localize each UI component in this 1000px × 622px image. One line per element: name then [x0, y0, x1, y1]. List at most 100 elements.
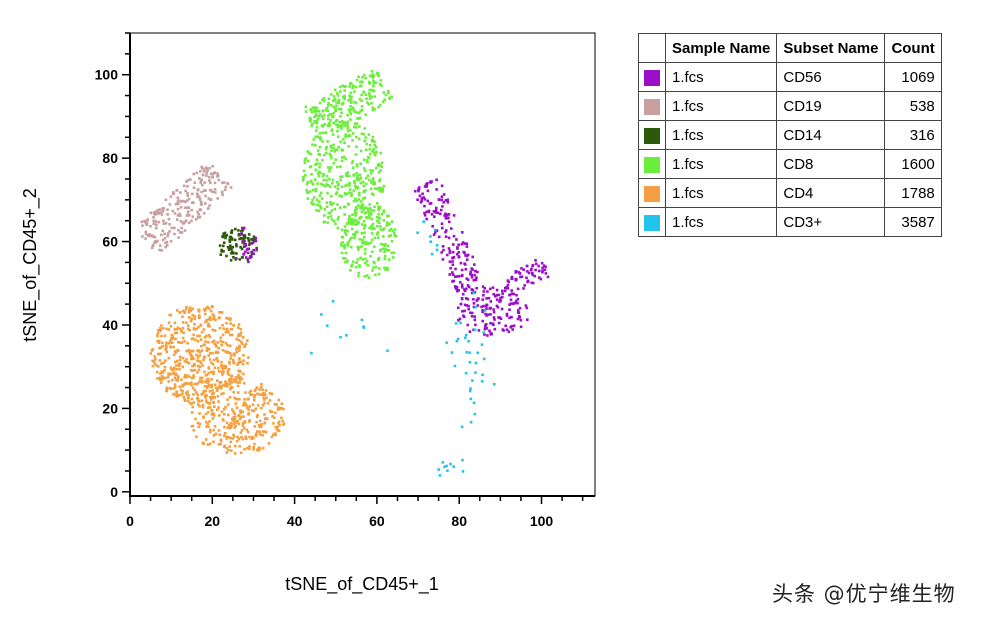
- point-CD8: [358, 238, 362, 241]
- point-CD8: [335, 148, 339, 152]
- point-CD8: [336, 129, 339, 133]
- point-CD19: [174, 202, 178, 206]
- point-CD19: [154, 220, 158, 223]
- point-CD8: [378, 178, 382, 181]
- point-CD4: [158, 376, 162, 380]
- point-CD8: [309, 179, 313, 183]
- point-CD56: [459, 302, 463, 306]
- point-CD8: [370, 70, 374, 73]
- point-CD8: [340, 228, 344, 232]
- point-CD56: [471, 255, 474, 259]
- point-CD3+: [345, 334, 348, 337]
- point-CD4: [216, 395, 220, 398]
- point-CD8: [360, 223, 364, 226]
- point-CD56: [420, 196, 424, 200]
- point-CD14: [228, 244, 232, 248]
- point-CD56: [244, 244, 248, 247]
- point-CD56: [530, 267, 533, 271]
- point-CD19: [190, 219, 193, 223]
- point-CD8: [377, 257, 380, 261]
- point-CD56: [447, 247, 451, 250]
- point-CD8: [377, 205, 380, 209]
- point-CD56: [463, 309, 466, 313]
- point-CD8: [372, 193, 375, 196]
- point-CD8: [356, 245, 360, 249]
- point-CD8: [330, 194, 333, 198]
- point-CD4: [236, 435, 239, 439]
- point-CD4: [196, 364, 200, 368]
- point-CD3+: [445, 341, 448, 344]
- point-CD3+: [481, 373, 484, 377]
- point-CD19: [194, 218, 198, 221]
- point-CD4: [242, 415, 245, 418]
- point-CD19: [182, 199, 186, 203]
- point-CD8: [341, 84, 344, 88]
- point-CD56: [514, 299, 518, 303]
- point-CD14: [228, 235, 232, 239]
- point-CD8: [319, 206, 323, 209]
- point-CD4: [265, 396, 268, 400]
- point-CD4: [170, 333, 173, 337]
- point-CD56: [444, 235, 448, 238]
- point-CD14: [228, 238, 231, 242]
- point-CD8: [367, 103, 370, 106]
- point-CD4: [180, 330, 184, 333]
- point-CD56: [457, 243, 460, 247]
- legend-sample: 1.fcs: [664, 207, 778, 237]
- point-CD4: [260, 406, 263, 410]
- point-CD19: [207, 207, 210, 210]
- point-CD3+: [468, 351, 471, 354]
- point-CD4: [190, 376, 194, 380]
- point-CD8: [317, 209, 321, 213]
- point-CD19: [177, 228, 180, 232]
- point-CD4: [207, 317, 211, 321]
- point-CD8: [356, 117, 359, 120]
- point-CD4: [222, 327, 225, 330]
- point-CD4: [209, 318, 212, 322]
- point-CD56: [499, 296, 502, 300]
- point-CD8: [315, 113, 318, 116]
- point-CD19: [173, 212, 177, 215]
- point-CD4: [214, 432, 218, 436]
- point-CD8: [325, 201, 329, 204]
- point-CD4: [232, 324, 236, 327]
- point-CD8: [365, 142, 368, 146]
- point-CD4: [238, 349, 241, 352]
- point-CD56: [506, 283, 510, 287]
- point-CD4: [202, 416, 205, 419]
- point-CD8: [388, 97, 392, 100]
- point-CD56: [476, 270, 479, 274]
- point-CD4: [227, 331, 230, 334]
- point-CD19: [197, 213, 200, 216]
- point-CD14: [222, 244, 225, 248]
- point-CD8: [358, 125, 361, 128]
- point-CD4: [187, 362, 191, 365]
- point-CD56: [421, 192, 424, 196]
- point-CD19: [168, 230, 171, 233]
- point-CD8: [354, 206, 358, 209]
- point-CD4: [187, 324, 190, 327]
- point-CD56: [485, 307, 488, 310]
- point-CD14: [222, 241, 226, 244]
- point-CD4: [197, 310, 201, 313]
- point-CD4: [256, 392, 259, 396]
- point-CD4: [200, 399, 204, 403]
- point-CD4: [237, 323, 241, 326]
- point-CD56: [519, 275, 522, 279]
- point-CD4: [190, 337, 194, 341]
- legend-header-swatch: [638, 33, 666, 63]
- point-CD56: [485, 327, 489, 330]
- point-CD19: [199, 181, 202, 184]
- point-CD56: [466, 253, 470, 257]
- point-CD8: [351, 139, 354, 142]
- point-CD4: [263, 430, 266, 433]
- point-CD8: [362, 242, 365, 245]
- point-CD56: [452, 234, 456, 238]
- point-CD8: [358, 85, 362, 88]
- point-CD56: [465, 242, 469, 245]
- point-CD8: [324, 185, 327, 188]
- point-CD4: [213, 383, 217, 387]
- point-CD8: [372, 226, 376, 230]
- point-CD4: [217, 346, 221, 350]
- point-CD8: [376, 225, 379, 228]
